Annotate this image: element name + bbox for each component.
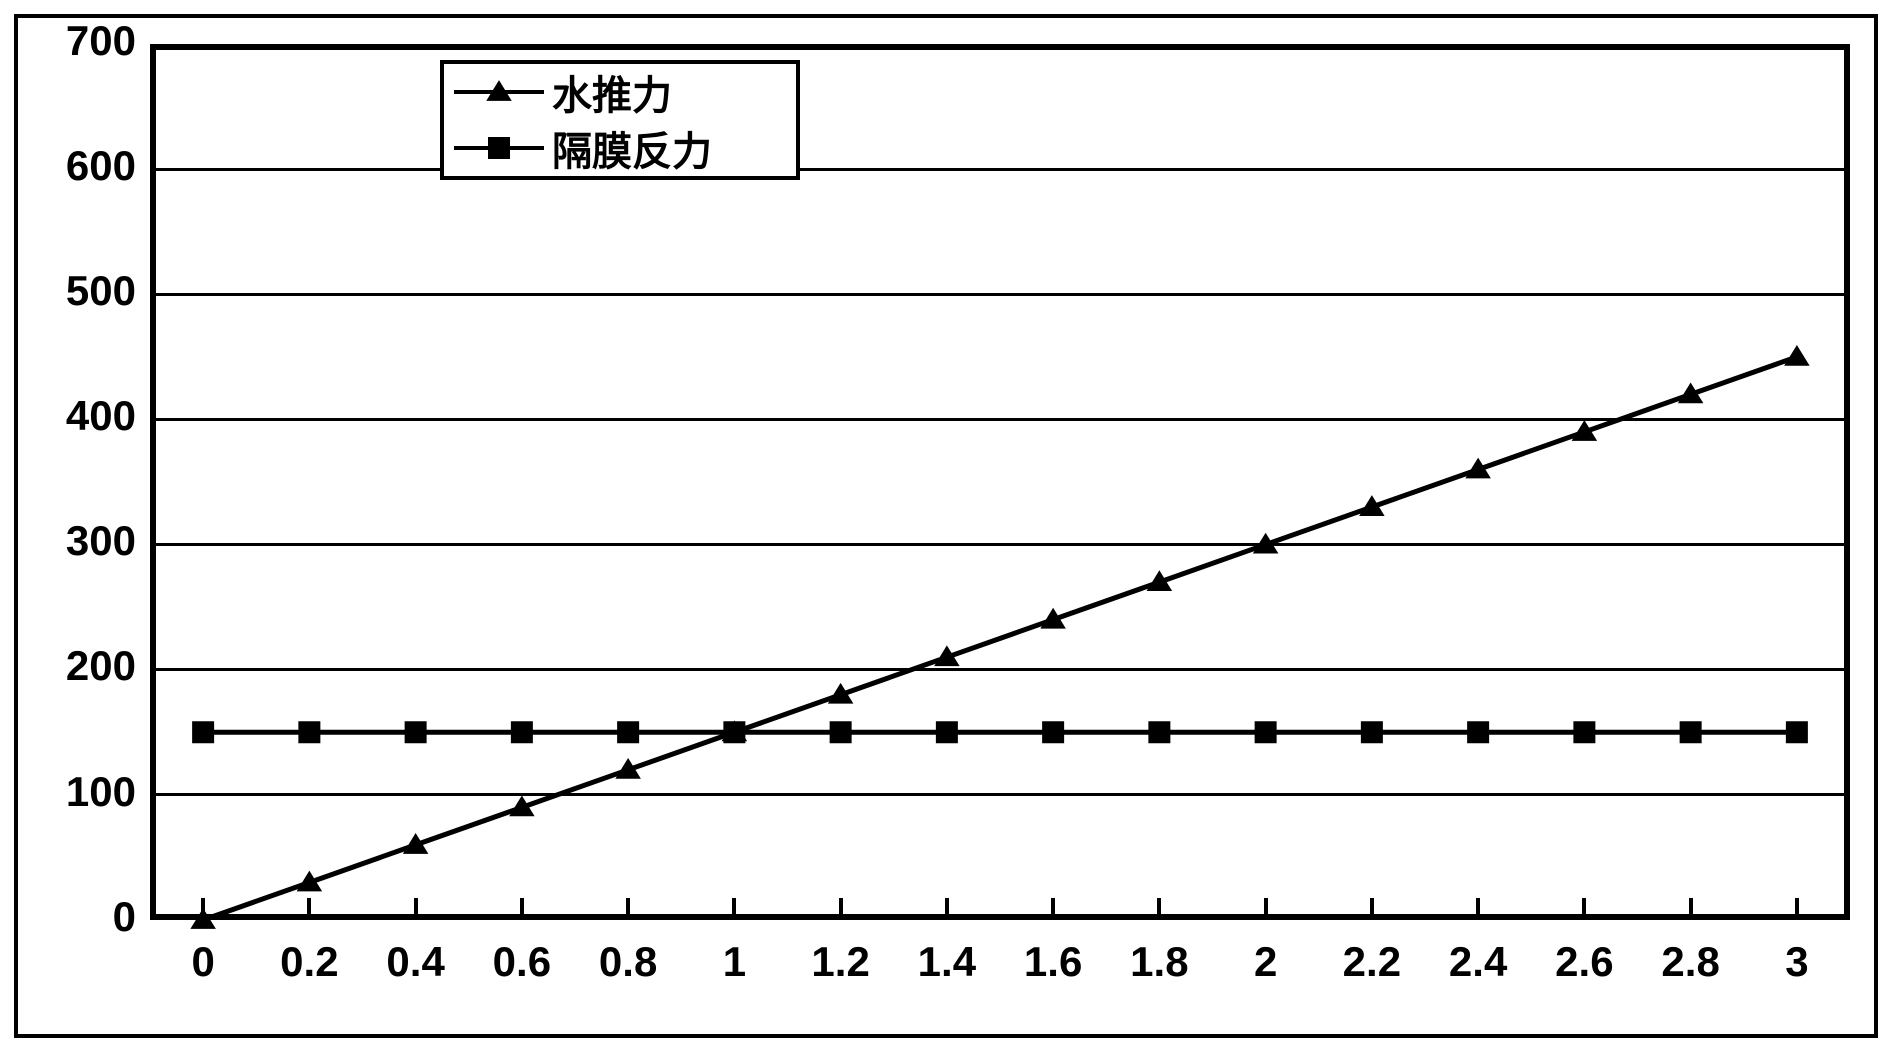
series-marker-1: [298, 721, 320, 743]
legend: 水推力隔膜反力: [440, 60, 800, 180]
series-layer: [0, 0, 1892, 1052]
series-marker-0: [1784, 345, 1810, 366]
series-marker-1: [617, 721, 639, 743]
series-marker-1: [1255, 721, 1277, 743]
legend-entry: 隔膜反力: [444, 120, 796, 176]
series-marker-1: [830, 721, 852, 743]
series-marker-1: [723, 721, 745, 743]
legend-entry: 水推力: [444, 64, 796, 120]
square-marker-icon: [484, 133, 514, 163]
series-marker-1: [511, 721, 533, 743]
series-marker-1: [405, 721, 427, 743]
triangle-marker-icon: [484, 77, 514, 107]
legend-label: 水推力: [552, 63, 672, 121]
series-marker-1: [1148, 721, 1170, 743]
series-marker-1: [192, 721, 214, 743]
series-marker-1: [1573, 721, 1595, 743]
series-marker-1: [1786, 721, 1808, 743]
legend-sample: [454, 64, 544, 120]
legend-label: 隔膜反力: [552, 119, 712, 177]
series-marker-1: [1361, 721, 1383, 743]
series-marker-1: [936, 721, 958, 743]
series-line-0: [203, 357, 1797, 920]
series-marker-1: [1042, 721, 1064, 743]
series-marker-1: [1467, 721, 1489, 743]
legend-sample: [454, 120, 544, 176]
series-marker-1: [1680, 721, 1702, 743]
